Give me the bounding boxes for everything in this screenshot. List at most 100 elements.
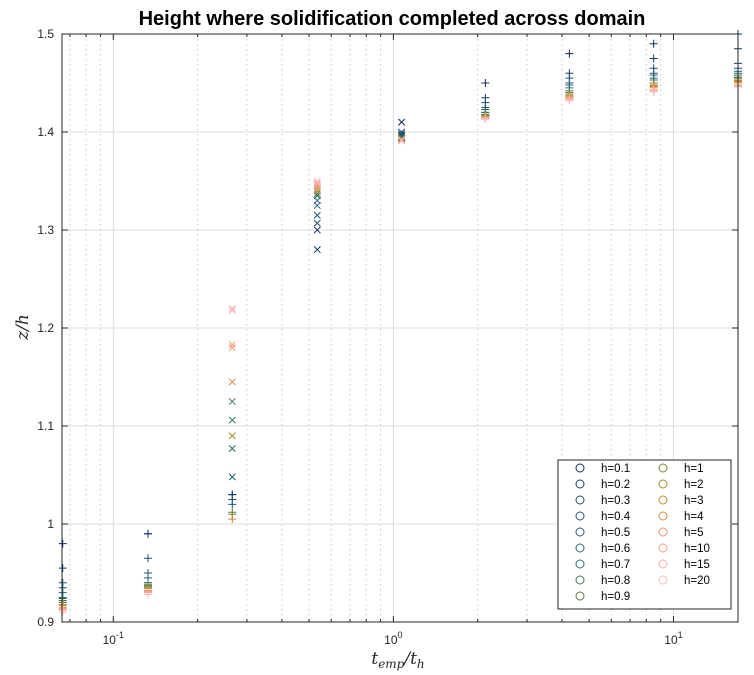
legend-label: h=0.6 (601, 543, 630, 555)
data-point (481, 115, 490, 124)
legend-item: h=0.1 (575, 463, 630, 475)
legend-label: h=0.2 (601, 479, 630, 491)
legend-marker (575, 543, 585, 553)
data-point (143, 554, 152, 563)
data-point (228, 500, 237, 509)
legend-item: h=15 (658, 559, 710, 571)
data-point (398, 134, 406, 142)
legend-label: h=3 (684, 495, 704, 507)
legend-label: h=0.8 (601, 575, 630, 587)
legend-marker (575, 463, 585, 473)
legend-label: h=0.4 (601, 511, 631, 523)
legend-item: h=0.6 (575, 543, 630, 555)
legend-label: h=1 (684, 463, 704, 475)
legend-label: h=20 (684, 575, 710, 587)
legend-box (557, 459, 732, 610)
legend-marker (658, 543, 668, 553)
legend-item: h=3 (658, 495, 704, 507)
legend-marker (658, 463, 668, 473)
data-point (313, 246, 321, 254)
legend-marker (575, 479, 585, 489)
y-tick-label: 1.1 (37, 419, 54, 433)
legend: h=0.1 h=0.2 h=0.3 h=0.4 h=0.5 h=0.6 h=0.7 h=0.8… (557, 459, 732, 610)
data-point (649, 54, 658, 63)
legend-item: h=0.4 (575, 511, 631, 523)
legend-marker (575, 527, 585, 537)
legend-marker (575, 511, 585, 521)
data-point (228, 444, 236, 453)
y-axis-label: z/h (13, 314, 33, 341)
legend-item: h=0.2 (575, 479, 630, 491)
y-tick-label: 1.5 (37, 27, 54, 41)
data-point (228, 473, 236, 481)
legend-item: h=5 (658, 527, 704, 539)
y-tick-label: 1 (47, 517, 54, 531)
legend-label: h=0.5 (601, 527, 630, 539)
legend-label: h=0.1 (601, 463, 630, 475)
axes (61, 33, 739, 623)
data-point (58, 539, 67, 548)
legend-marker (658, 479, 668, 489)
legend-label: h=5 (684, 527, 704, 539)
legend-marker (575, 495, 585, 505)
data-point (481, 79, 490, 87)
legend-marker (658, 495, 668, 505)
legend-marker (575, 575, 585, 585)
data-point (565, 49, 574, 58)
tick-labels: 0.9 1 1.1 1.2 1.3 1.4 1.5 10-1 100 101 (37, 27, 682, 647)
x-tick-label: 101 (664, 630, 682, 647)
data-point (228, 416, 236, 424)
data-point (313, 211, 321, 219)
legend-item: h=0.5 (575, 527, 630, 539)
legend-item: h=0.7 (575, 559, 630, 571)
legend-label: h=0.3 (601, 495, 630, 507)
legend-item: h=0.8 (575, 575, 630, 587)
data-point (313, 190, 321, 198)
data-point (228, 432, 236, 440)
data-point (58, 608, 67, 617)
legend-marker (658, 511, 668, 521)
data-point (313, 219, 321, 227)
data-point (143, 590, 152, 599)
data-point (58, 564, 67, 573)
data-point (649, 87, 658, 96)
data-point (649, 39, 658, 48)
data-point (228, 306, 236, 314)
y-tick-label: 1.4 (37, 125, 54, 139)
legend-label: h=0.7 (601, 559, 630, 571)
legend-item: h=20 (658, 575, 710, 587)
data-point (228, 515, 237, 524)
legend-marker (658, 575, 668, 585)
chart-title: Height where solidification completed ac… (139, 8, 646, 30)
legend-label: h=0.9 (601, 591, 630, 603)
legend-label: h=4 (684, 511, 704, 523)
data-point (313, 180, 321, 188)
legend-item: h=10 (658, 543, 710, 555)
legend-label: h=10 (684, 543, 710, 555)
legend-item: h=0.9 (575, 591, 630, 603)
data-marks (58, 30, 742, 617)
data-point (228, 304, 236, 312)
legend-item: h=0.3 (575, 495, 630, 507)
x-axis-label: temp/th (371, 649, 424, 671)
legend-marker (575, 591, 585, 601)
series-h=20 (58, 82, 742, 617)
legend-item: h=2 (658, 479, 704, 491)
data-point (398, 136, 406, 144)
x-tick-label: 10-1 (103, 630, 124, 647)
data-point (398, 118, 406, 126)
data-point (228, 341, 236, 349)
data-point (228, 378, 236, 386)
y-tick-label: 1.2 (37, 321, 54, 335)
data-point (398, 137, 406, 145)
legend-marker (575, 559, 585, 569)
data-point (565, 96, 574, 105)
y-tick-label: 1.3 (37, 223, 54, 237)
legend-marker (658, 527, 668, 537)
y-tick-label: 0.9 (37, 615, 54, 629)
legend-label: h=15 (684, 559, 710, 571)
legend-item: h=1 (658, 463, 704, 475)
data-point (398, 135, 406, 143)
legend-marker (658, 559, 668, 569)
legend-item: h=4 (658, 511, 704, 523)
